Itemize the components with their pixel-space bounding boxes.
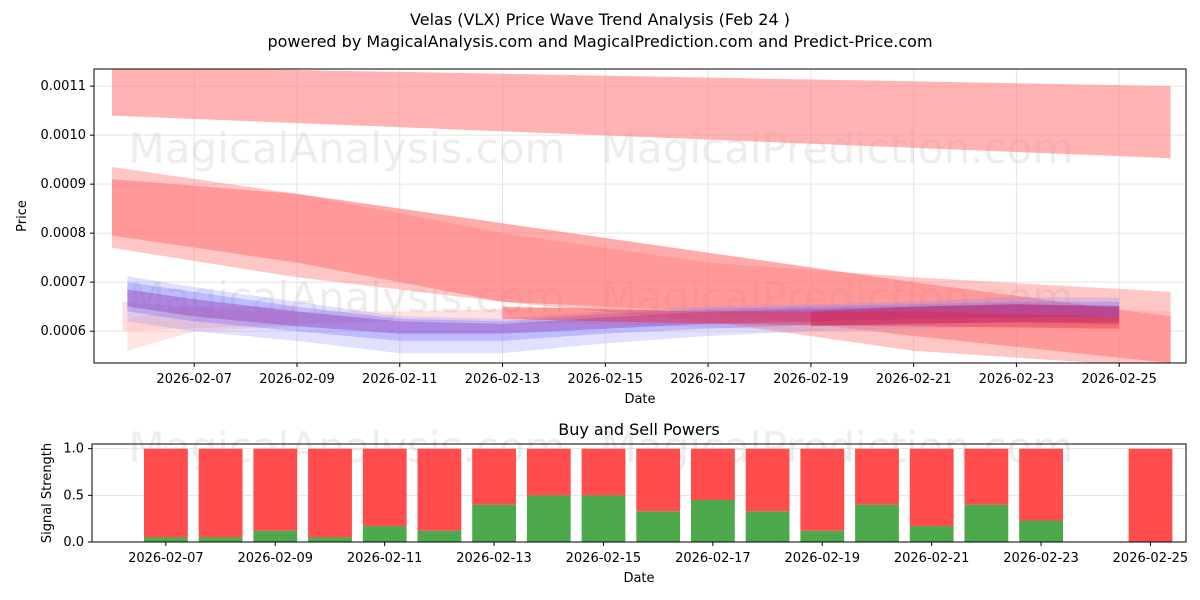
buy-bar [1019,520,1063,542]
x-tick-label: 2026-02-15 [566,551,642,566]
x-tick-label: 2026-02-21 [894,551,970,566]
price-bands [112,69,1171,363]
buy-bar [417,530,462,542]
buy-bar [636,511,681,542]
sell-bar [253,448,298,531]
sell-bar [362,448,407,527]
buy-bar [308,537,352,542]
y-tick-label: 0.0009 [41,177,87,192]
sell-bar [198,448,243,538]
plot-frame-bottom [91,443,1187,543]
price-band [127,289,1120,334]
x-tick-label: 2026-02-15 [568,372,644,387]
price-band [112,69,1171,159]
x-tick-label: 2026-02-19 [784,551,860,566]
x-tick-label: 2026-02-11 [347,551,423,566]
price-band [810,304,1120,327]
watermark: MagicalAnalysis.com [129,124,566,173]
sell-bar [526,448,571,496]
sell-bar [855,448,899,505]
x-tick-label: 2026-02-23 [979,372,1055,387]
x-tick-label: 2026-02-25 [1081,372,1157,387]
sell-bar [909,448,954,527]
plot-frame-top [93,68,1187,364]
sell-bar [417,448,462,531]
y-tick-label: 1.0 [63,442,84,457]
x-tick-label: 2026-02-09 [259,372,335,387]
x-tick-label: 2026-02-23 [1003,551,1079,566]
x-tick-label: 2026-02-13 [456,551,532,566]
price-band [127,282,1120,341]
y-axis-label: Signal Strength [40,443,55,543]
buy-bar [745,511,790,542]
buy-bar [472,504,516,542]
x-tick-label: 2026-02-17 [670,372,746,387]
price-band [112,167,1171,363]
buy-bar [253,530,298,542]
price-band [127,276,1120,354]
price-band [127,306,298,351]
x-tick-label: 2026-02-07 [156,372,232,387]
y-tick-label: 0.0006 [41,324,87,339]
buy-bar [198,537,243,542]
bar-chart-title: Buy and Sell Powers [558,420,720,439]
y-axis-label: Price [15,200,30,232]
buy-bar [691,500,735,542]
x-tick-label: 2026-02-21 [876,372,952,387]
x-tick-label: 2026-02-19 [773,372,849,387]
buy-bar [526,495,571,542]
buy-bar [964,504,1009,542]
sell-bar [691,448,735,500]
x-tick-label: 2026-02-25 [1113,551,1189,566]
buy-bar [909,526,954,542]
sell-bar [308,448,352,538]
x-tick-label: 2026-02-09 [237,551,313,566]
sell-bar [1019,448,1063,521]
buy-bar [362,526,407,542]
sell-bar [144,448,188,538]
y-tick-label: 0.0008 [41,226,87,241]
sell-bar [964,448,1009,505]
price-band [502,306,1120,329]
y-tick-label: 0.5 [63,488,84,503]
sell-bar [581,448,626,496]
y-tick-label: 0.0007 [41,275,87,290]
x-tick-label: 2026-02-07 [128,551,204,566]
buy-bar [581,495,626,542]
y-tick-label: 0.0 [63,535,84,550]
x-axis-label: Date [624,392,655,407]
chart-subtitle: powered by MagicalAnalysis.com and Magic… [267,32,933,51]
buy-bar [144,537,188,542]
y-tick-label: 0.0011 [41,79,87,94]
buy-bar [800,530,845,542]
sell-bar [636,448,681,512]
price-band [122,301,1171,336]
buy-bar [855,504,899,542]
price-band [112,179,1171,363]
sell-bar [1128,448,1173,542]
x-tick-label: 2026-02-11 [362,372,438,387]
sell-bar [745,448,790,512]
x-axis-label: Date [623,571,654,586]
x-tick-label: 2026-02-17 [675,551,751,566]
chart-title: Velas (VLX) Price Wave Trend Analysis (F… [410,10,790,29]
y-tick-label: 0.0010 [41,128,87,143]
x-tick-label: 2026-02-13 [465,372,541,387]
sell-bar [800,448,845,531]
sell-bar [472,448,516,505]
